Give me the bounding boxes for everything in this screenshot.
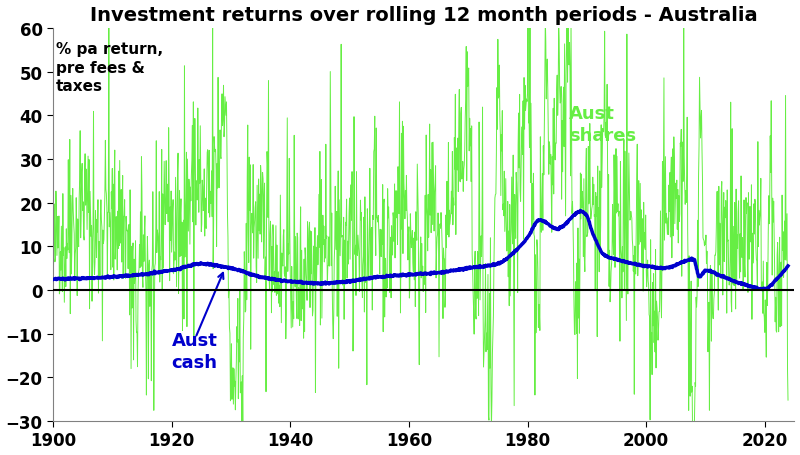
Text: Aust
cash: Aust cash xyxy=(172,331,218,371)
Title: Investment returns over rolling 12 month periods - Australia: Investment returns over rolling 12 month… xyxy=(90,5,758,25)
Text: % pa return,
pre fees &
taxes: % pa return, pre fees & taxes xyxy=(56,42,163,94)
Text: Aust
shares: Aust shares xyxy=(569,105,636,145)
